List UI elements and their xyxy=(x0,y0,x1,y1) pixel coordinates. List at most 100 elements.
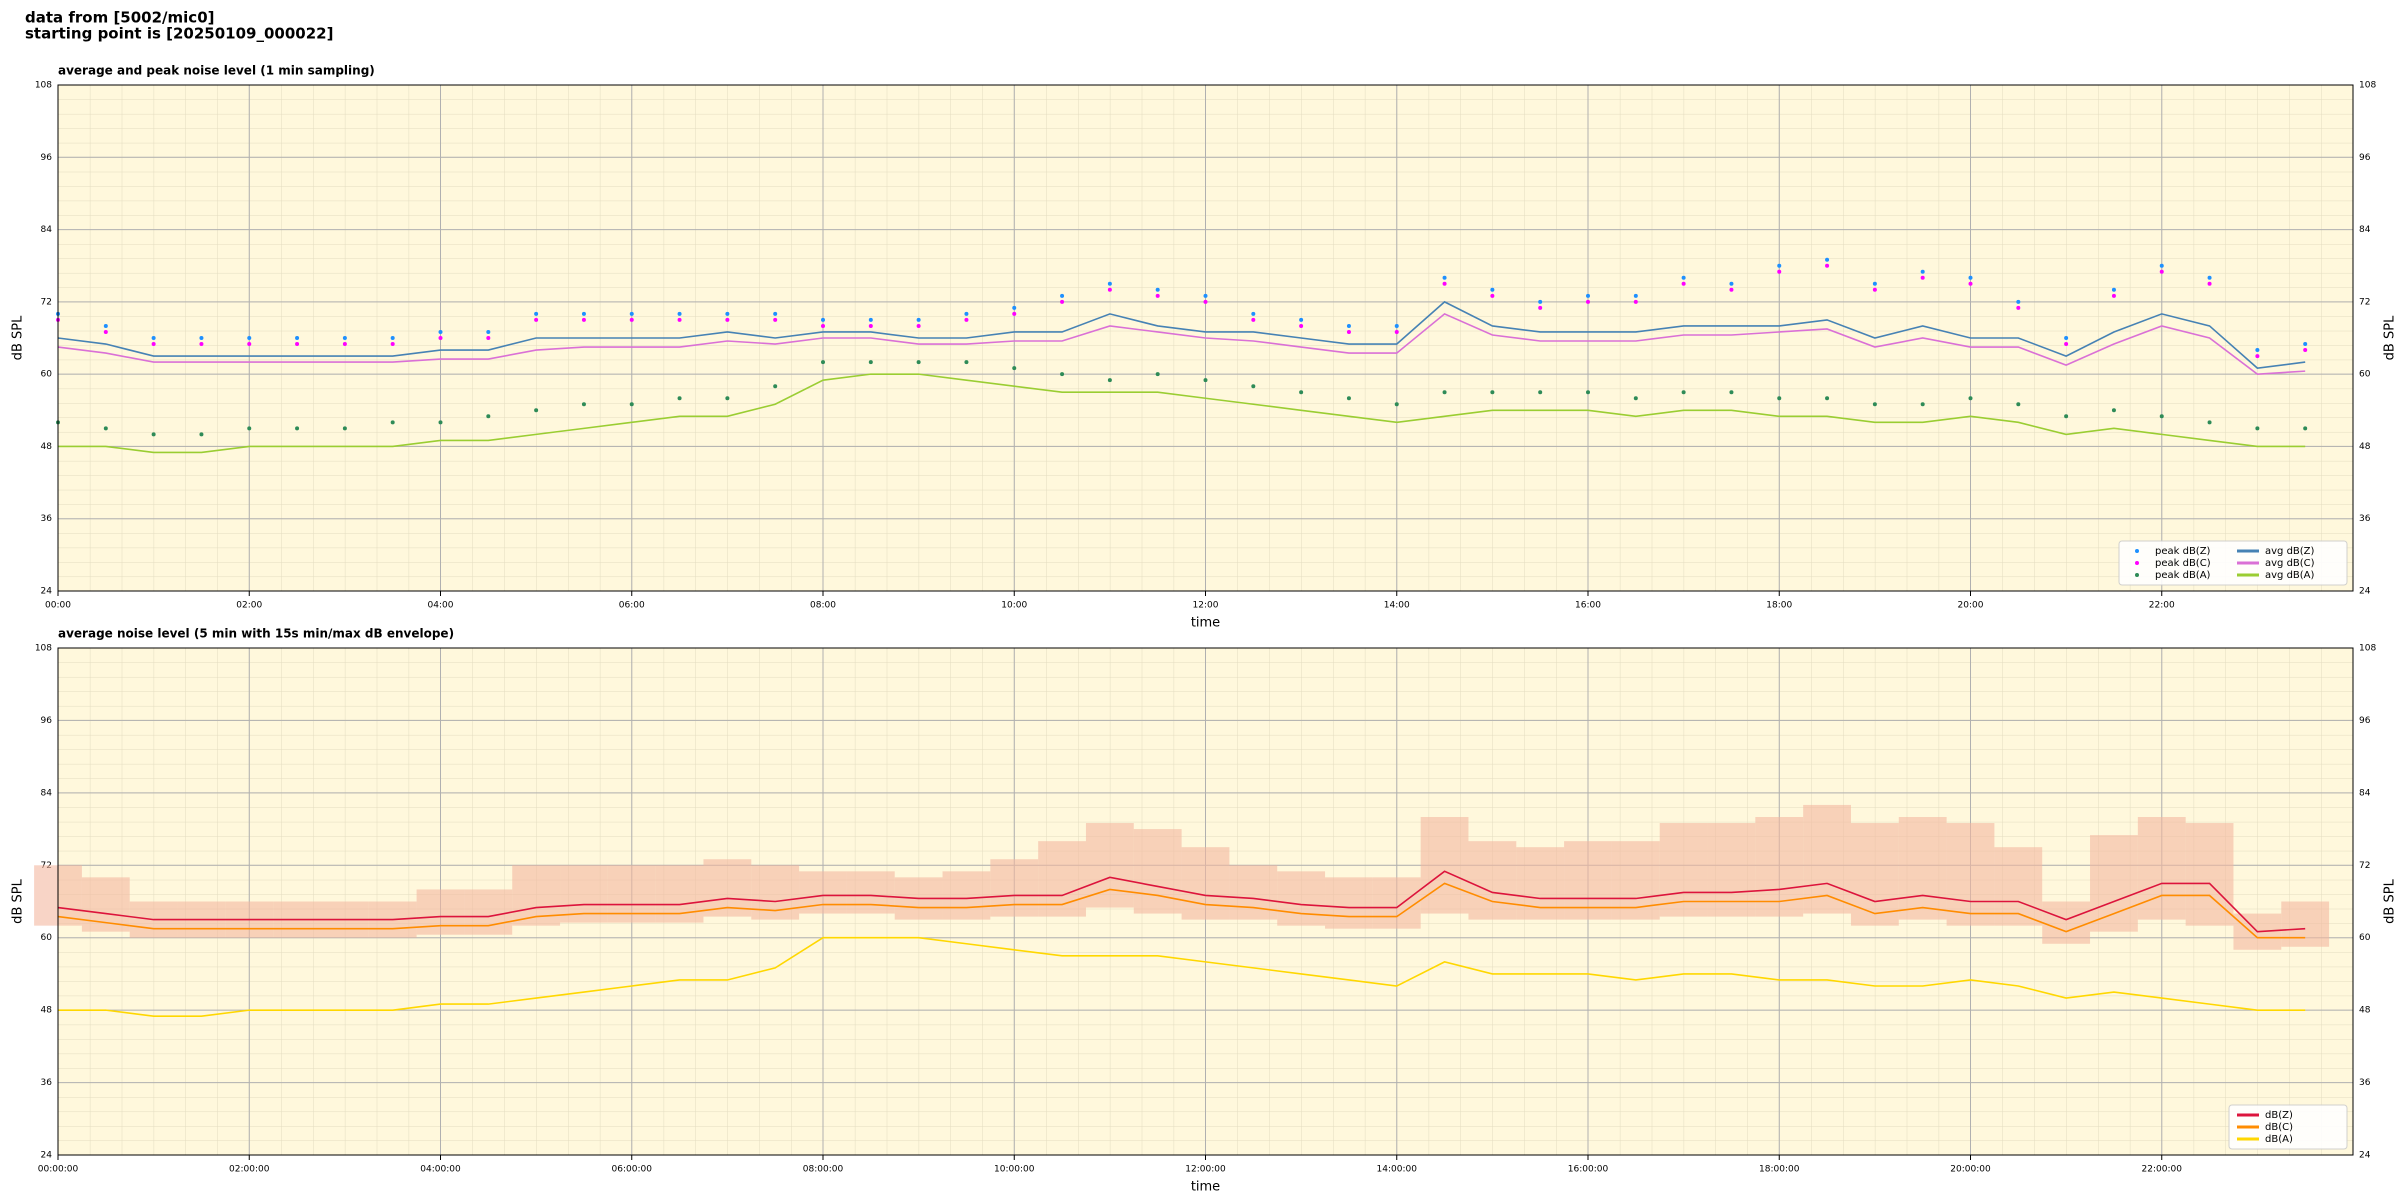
peak-dot xyxy=(1155,287,1160,292)
peak-dot xyxy=(2207,420,2212,425)
peak-dot xyxy=(773,384,778,389)
envelope xyxy=(751,865,800,920)
y-tick-label: 24 xyxy=(41,587,53,597)
peak-dot xyxy=(1825,257,1830,262)
peak-dot xyxy=(151,342,156,347)
peak-dot xyxy=(1490,390,1495,395)
envelope xyxy=(464,889,513,935)
plot-frame xyxy=(57,84,2354,592)
envelope xyxy=(2137,817,2186,920)
y-axis-label: dB SPL xyxy=(11,878,26,923)
y-tick-label: 96 xyxy=(41,153,53,163)
x-tick-label: 14:00 xyxy=(1384,601,1410,611)
peak-dot xyxy=(2064,414,2069,419)
peak-dot xyxy=(1490,287,1495,292)
envelope xyxy=(1946,823,1995,926)
y-tick-label-right: 72 xyxy=(2359,297,2370,307)
x-tick-label: 20:00 xyxy=(1958,601,1984,611)
y-tick-label-right: 96 xyxy=(2359,716,2371,726)
envelope xyxy=(1611,841,1660,920)
peak-dot xyxy=(2159,269,2164,274)
peak-dot xyxy=(1968,275,1973,280)
y-tick-label: 36 xyxy=(41,1078,53,1088)
envelope xyxy=(2281,901,2330,947)
envelope xyxy=(1994,847,2043,926)
x-tick-label: 16:00:00 xyxy=(1568,1165,1609,1175)
x-tick-label: 08:00:00 xyxy=(803,1165,844,1175)
peak-dot xyxy=(868,323,873,328)
peak-dot xyxy=(486,414,491,419)
envelope xyxy=(81,877,130,932)
peak-dot xyxy=(1777,263,1782,268)
peak-dot xyxy=(486,329,491,334)
peak-dot xyxy=(1346,323,1351,328)
peak-dot xyxy=(1394,329,1399,334)
peak-dot xyxy=(1920,269,1925,274)
y-tick-label: 84 xyxy=(41,225,53,235)
y-tick-label-right: 60 xyxy=(2359,933,2371,943)
peak-dot xyxy=(1299,390,1304,395)
peak-dot xyxy=(2303,348,2308,353)
peak-dot xyxy=(2016,299,2021,304)
y-tick-label-right: 36 xyxy=(2359,514,2371,524)
peak-dot xyxy=(1777,396,1782,401)
peak-dot xyxy=(1872,281,1877,286)
y-tick-label: 84 xyxy=(41,788,53,798)
peak-dot xyxy=(2255,354,2260,359)
y-tick-label: 48 xyxy=(41,1006,53,1016)
peak-dot xyxy=(247,426,252,431)
peak-dot xyxy=(1777,269,1782,274)
y-axis-label-right: dB SPL xyxy=(2383,878,2398,923)
envelope xyxy=(1420,817,1469,914)
peak-dot xyxy=(1442,390,1447,395)
y-tick-label-right: 72 xyxy=(2359,861,2370,871)
peak-dot xyxy=(1968,396,1973,401)
peak-dot xyxy=(247,336,252,340)
peak-dot xyxy=(1633,396,1638,401)
legend-marker xyxy=(2135,549,2139,553)
envelope xyxy=(1898,817,1947,920)
legend-label: avg dB(C) xyxy=(2265,558,2315,569)
x-tick-label: 18:00 xyxy=(1766,601,1792,611)
peak-dot xyxy=(1155,372,1160,377)
y-tick-label-right: 84 xyxy=(2359,788,2371,798)
peak-dot xyxy=(1633,299,1638,304)
x-tick-label: 18:00:00 xyxy=(1759,1165,1800,1175)
peak-dot xyxy=(2111,293,2116,298)
peak-dot xyxy=(1012,311,1017,316)
peak-dot xyxy=(868,317,873,322)
x-tick-label: 22:00 xyxy=(2149,601,2175,611)
header-line: starting point is [20250109_000022] xyxy=(25,25,333,43)
envelope xyxy=(1133,829,1182,914)
y-tick-label: 96 xyxy=(41,716,53,726)
peak-dot xyxy=(390,336,395,340)
peak-dot xyxy=(390,420,395,425)
legend-label: peak dB(C) xyxy=(2155,558,2211,569)
x-tick-label: 00:00 xyxy=(45,601,71,611)
peak-dot xyxy=(677,311,682,316)
y-tick-label: 36 xyxy=(41,514,53,524)
peak-dot xyxy=(438,329,443,334)
series-line xyxy=(58,936,2306,1017)
peak-dot xyxy=(1538,390,1543,395)
peak-dot xyxy=(534,311,539,316)
plot-frame xyxy=(57,647,2354,1156)
peak-dot xyxy=(725,317,730,322)
y-tick-label-right: 108 xyxy=(2359,81,2376,91)
legend-label: avg dB(A) xyxy=(2265,570,2315,581)
peak-dot xyxy=(581,317,586,322)
legend-label: dB(Z) xyxy=(2265,1110,2293,1121)
peak-dot xyxy=(1299,323,1304,328)
peak-dot xyxy=(677,317,682,322)
peak-dot xyxy=(1346,329,1351,334)
y-tick-label: 72 xyxy=(41,297,52,307)
y-tick-label-right: 108 xyxy=(2359,644,2376,654)
x-tick-label: 22:00:00 xyxy=(2142,1165,2183,1175)
y-tick-label-right: 48 xyxy=(2359,442,2371,452)
y-tick-label-right: 36 xyxy=(2359,1078,2371,1088)
y-tick-label: 48 xyxy=(41,442,53,452)
peak-dot xyxy=(1060,299,1065,304)
y-tick-label: 24 xyxy=(41,1151,53,1161)
peak-dot xyxy=(916,323,921,328)
peak-dot xyxy=(821,360,825,365)
